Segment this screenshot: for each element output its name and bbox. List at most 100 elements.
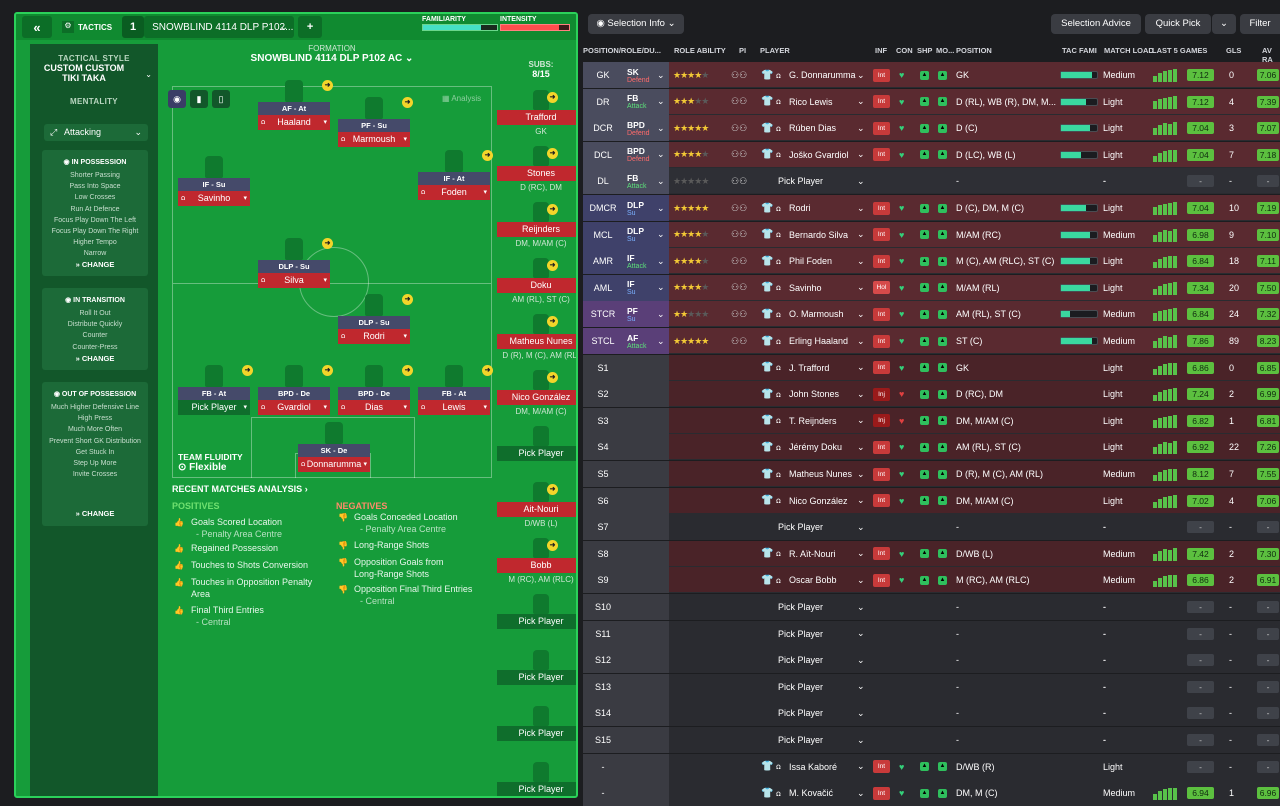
sub-player-name[interactable]: Matheus Nunes (497, 334, 576, 349)
sub-slot[interactable]: Trafford GK (497, 90, 576, 136)
player-name[interactable]: Foden (418, 185, 490, 200)
arrow-icon[interactable]: ➜ (242, 365, 253, 376)
chevron-down-icon[interactable]: ⌄ (657, 96, 665, 107)
player-role[interactable]: IF - Su (178, 178, 250, 191)
player-role[interactable]: PF - Su (338, 119, 410, 132)
arrow-icon[interactable]: ➜ (547, 540, 558, 551)
role-duty[interactable] (623, 407, 669, 434)
sub-player-name[interactable]: Pick Player (497, 446, 576, 461)
player-role[interactable]: BPD - De (338, 387, 410, 400)
chevron-down-icon[interactable]: ⌄ (657, 282, 665, 293)
table-row[interactable]: S4 👕 ꭥ Jérémy Doku ⌄ Int ♥ ▲ ▲ AM (RL), ST (C) Lig… (583, 434, 1280, 461)
sub-player-name[interactable]: Pick Player (497, 782, 576, 796)
role-duty[interactable]: DLP Su (623, 221, 669, 248)
sub-slot[interactable]: Nico González DM, M/AM (C) (497, 370, 576, 416)
arrow-icon[interactable]: ➜ (402, 294, 413, 305)
table-row[interactable]: - 👕 ꭥ Issa Kaboré ⌄ Int ♥ ▲ ▲ D/WB (R) Light - - - (583, 753, 1280, 780)
arrow-icon[interactable]: ➜ (322, 238, 333, 249)
chevron-down-icon[interactable]: ⌄ (857, 734, 865, 745)
sub-player-name[interactable]: Pick Player (497, 670, 576, 685)
out-possession-change-button[interactable]: » CHANGE (75, 509, 115, 518)
sub-slot[interactable]: Stones D (RC), DM (497, 146, 576, 192)
table-row[interactable]: S10 Pick Player ⌄ - - - - - - (583, 594, 1280, 620)
chevron-down-icon[interactable]: ⌄ (857, 415, 865, 426)
player-name[interactable]: Silva (258, 273, 330, 288)
player-name[interactable]: Oscar Bobb (789, 575, 837, 586)
role-duty[interactable] (623, 753, 669, 780)
table-row[interactable]: DCL BPD Defend ⌄ ★★★★ ★ ⚇⚇ 👕 ꭥ Joško Gvardiol ⌄ Int… (583, 141, 1280, 168)
analysis-button[interactable]: ▦ Analysis (442, 94, 482, 103)
chevron-down-icon[interactable]: ⌄ (857, 149, 865, 160)
chevron-down-icon[interactable]: ⌄ (857, 628, 865, 639)
role-duty[interactable] (623, 434, 669, 461)
role-duty[interactable] (623, 620, 669, 647)
arrow-icon[interactable]: ➜ (547, 372, 558, 383)
sub-slot[interactable]: Pick Player (497, 426, 576, 461)
formation-name[interactable]: SNOWBLIND 4114 DLP P102 AC ⌄ (250, 53, 414, 64)
role-duty[interactable]: PF Su (623, 301, 669, 328)
arrow-icon[interactable]: ➜ (547, 204, 558, 215)
pitch-player[interactable]: DLP - SuRodri (338, 294, 410, 344)
chevron-down-icon[interactable]: ⌄ (857, 282, 865, 293)
sub-slot[interactable]: Ait-Nouri D/WB (L) (497, 482, 576, 528)
sub-slot[interactable]: Reijnders DM, M/AM (C) (497, 202, 576, 248)
pi-icon[interactable]: ⚇⚇ (731, 149, 748, 160)
pitch-player[interactable]: IF - SuSavinho (178, 156, 250, 206)
arrow-icon[interactable]: ➜ (547, 316, 558, 327)
pi-icon[interactable]: ⚇⚇ (731, 308, 748, 319)
arrow-icon[interactable]: ➜ (547, 260, 558, 271)
table-row[interactable]: AML IF Su ⌄ ★★★★ ★ ⚇⚇ 👕 ꭥ Savinho ⌄ Hol ♥ ▲ ▲ M/AM (RL)… (583, 274, 1280, 301)
table-row[interactable]: S15 Pick Player ⌄ - - - - - - (583, 727, 1280, 753)
column-header[interactable]: POSITION (956, 46, 992, 55)
chevron-down-icon[interactable]: ⌄ (657, 202, 665, 213)
table-row[interactable]: S14 Pick Player ⌄ - - - - - - (583, 700, 1280, 727)
bar-chart-icon[interactable]: ▮ (190, 90, 208, 108)
chevron-down-icon[interactable]: ⌄ (857, 255, 865, 266)
column-header[interactable]: AV RA (1262, 46, 1273, 64)
tactic-slot[interactable]: 1 (122, 16, 145, 38)
player-name[interactable]: Phil Foden (789, 256, 833, 267)
sub-slot[interactable]: Doku AM (RL), ST (C) (497, 258, 576, 304)
player-name[interactable]: Pick Player (778, 602, 824, 612)
pitch-player[interactable]: FB - AtLewis (418, 365, 490, 415)
player-name[interactable]: Nico González (789, 495, 848, 506)
pitch-player[interactable]: FB - At Pick Player (178, 365, 250, 415)
player-name[interactable]: Pick Player (778, 708, 824, 719)
player-name[interactable]: Pick Player (178, 400, 250, 415)
pi-icon[interactable]: ⚇⚇ (731, 255, 748, 266)
column-header[interactable]: GLS (1226, 46, 1242, 55)
arrow-icon[interactable]: ➜ (322, 365, 333, 376)
player-role[interactable]: BPD - De (258, 387, 330, 400)
chevron-down-icon[interactable]: ⌄ (857, 69, 865, 80)
arrow-icon[interactable]: ➜ (547, 92, 558, 103)
column-header[interactable]: ROLE ABILITY (674, 46, 726, 55)
arrow-icon[interactable]: ➜ (402, 97, 413, 108)
quick-pick-dropdown[interactable]: ⌄ (1212, 14, 1236, 34)
add-tactic-button[interactable]: + (298, 16, 323, 38)
role-duty[interactable]: AF Attack (623, 328, 669, 354)
chevron-down-icon[interactable]: ⌄ (857, 468, 865, 479)
pitch-player[interactable]: AF - AtHaaland (258, 80, 330, 130)
table-row[interactable]: S2 👕 ꭥ John Stones ⌄ Inj ♥ ▲ ▲ D (RC), DM Light 7.2… (583, 381, 1280, 408)
sub-player-name[interactable]: Bobb (497, 558, 576, 573)
table-row[interactable]: S11 Pick Player ⌄ - - - - - - (583, 620, 1280, 647)
role-duty[interactable]: IF Attack (623, 248, 669, 275)
sub-slot[interactable]: Bobb M (RC), AM (RLC) (497, 538, 576, 584)
chevron-down-icon[interactable]: ⌄ (857, 441, 865, 452)
player-role[interactable]: AF - At (258, 102, 330, 115)
role-duty[interactable] (623, 673, 669, 700)
player-role[interactable]: FB - At (178, 387, 250, 400)
chevron-down-icon[interactable]: ⌄ (857, 548, 865, 559)
player-name[interactable]: Lewis (418, 400, 490, 415)
chevron-down-icon[interactable]: ⌄ (657, 229, 665, 240)
chevron-down-icon[interactable]: ⌄ (857, 175, 865, 186)
table-row[interactable]: S3 👕 ꭥ T. Reijnders ⌄ Inj ♥ ▲ ▲ DM, M/AM (C) Light… (583, 407, 1280, 434)
player-name[interactable]: Haaland (258, 115, 330, 130)
sub-slot[interactable]: Pick Player (497, 762, 576, 796)
player-role[interactable]: FB - At (418, 387, 490, 400)
table-row[interactable]: GK SK Defend ⌄ ★★★★ ★ ⚇⚇ 👕 ꭥ G. Donnarumma ⌄ Int ♥ ▲ ▲… (583, 62, 1280, 88)
player-name[interactable]: Erling Haaland (789, 336, 849, 346)
pi-icon[interactable]: ⚇⚇ (731, 282, 748, 293)
role-duty[interactable]: FB Attack (623, 88, 669, 115)
player-view-icon[interactable]: ◉ (168, 90, 186, 108)
